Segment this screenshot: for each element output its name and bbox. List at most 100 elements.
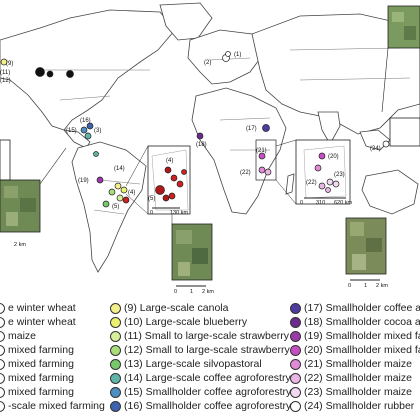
legend: e winter wheat e winter wheat maize mixe… — [0, 300, 420, 420]
scale-mid-2: 2 km — [202, 289, 214, 295]
legend-swatch — [110, 373, 121, 384]
site-label-19: (19) — [78, 178, 89, 184]
site-label-3: (3) — [94, 128, 101, 134]
legend-swatch — [0, 373, 5, 384]
site-label-12: (12) — [0, 78, 11, 84]
legend-item: (20) Smallholder mixed fa — [290, 344, 420, 357]
legend-item: (18) Smallholder cocoa agr — [290, 316, 420, 329]
legend-swatch — [0, 331, 5, 342]
legend-swatch — [290, 331, 301, 342]
site-label-17: (17) — [246, 126, 257, 132]
scale-bars: 0 130 km 0 310 620 km 0 1 2 km 0 1 2 km — [150, 197, 388, 295]
site-label-14: (14) — [114, 166, 125, 172]
site-label-24: (24) — [370, 146, 381, 152]
legend-item: mixed farming — [0, 358, 74, 371]
legend-item: (15) Smallholder coffee agroforestry — [110, 386, 291, 399]
legend-swatch — [290, 359, 301, 370]
scale-mid-1: 1 — [190, 289, 193, 295]
legend-swatch — [0, 401, 5, 412]
scale-af-0: 0 — [300, 200, 303, 206]
legend-swatch — [110, 387, 121, 398]
legend-label: (11) Small to large-scale strawberry — [124, 330, 289, 342]
legend-swatch — [290, 317, 301, 328]
legend-label: (9) Large-scale canola — [124, 302, 229, 314]
india — [317, 111, 341, 145]
legend-label: (23) Smallholder maize — [304, 386, 412, 398]
legend-item: (11) Small to large-scale strawberry — [110, 330, 289, 343]
legend-swatch — [0, 359, 5, 370]
legend-label: (24) Smallholder rubber — [304, 400, 415, 412]
legend-label: (18) Smallholder cocoa agr — [304, 316, 420, 328]
scale-af-310: 310 — [316, 200, 325, 206]
legend-item: e winter wheat — [0, 302, 76, 315]
legend-label: mixed farming — [8, 358, 74, 370]
country-borders — [40, 47, 411, 215]
legend-label: (15) Smallholder coffee agroforestry — [124, 386, 292, 398]
legend-swatch — [290, 345, 301, 356]
legend-label: (17) Smallholder coffee agro — [304, 302, 420, 314]
scale-af-620: 620 km — [334, 200, 352, 206]
site-label-5a: (5) — [112, 204, 119, 210]
inset-south-america — [125, 145, 191, 215]
site-label-15: (15) — [66, 128, 77, 134]
scale-af2-0: 0 — [348, 283, 351, 289]
legend-swatch — [0, 317, 5, 328]
legend-swatch — [290, 401, 301, 412]
legend-item: (21) Smallholder maize — [290, 358, 412, 371]
site-label-5b: (5) — [148, 196, 155, 202]
site-label-16: (16) — [80, 118, 91, 124]
legend-item: mixed farming — [0, 344, 74, 357]
legend-item: (23) Smallholder maize — [290, 386, 412, 399]
legend-label: (22) Smallholder maize — [304, 372, 412, 384]
legend-swatch — [290, 373, 301, 384]
inset-africa — [275, 139, 351, 205]
legend-label: e winter wheat — [8, 316, 76, 328]
legend-label: (21) Smallholder maize — [304, 358, 412, 370]
scale-af2-1: 1 — [364, 283, 367, 289]
legend-item: -scale mixed farming — [0, 400, 105, 413]
legend-label: mixed farming — [8, 372, 74, 384]
site-label-4b: (4) — [166, 158, 173, 164]
legend-swatch — [0, 345, 5, 356]
world-map: 2 km — [0, 2, 420, 295]
site-label-2: (2) — [204, 60, 211, 66]
legend-swatch — [290, 387, 301, 398]
legend-label: (16) Smallholder coffee agroforestry — [124, 400, 292, 412]
legend-swatch — [110, 317, 121, 328]
legend-label: e winter wheat — [8, 302, 76, 314]
legend-label: (20) Smallholder mixed fa — [304, 344, 420, 356]
legend-swatch — [290, 303, 301, 314]
legend-label: mixed farming — [8, 344, 74, 356]
madagascar — [285, 173, 295, 195]
site-label-22a: (22) — [240, 170, 251, 176]
legend-item: (24) Smallholder rubber — [290, 400, 414, 413]
legend-label: (12) Small to large-scale strawberry — [124, 344, 290, 356]
scale-sa-0: 0 — [150, 210, 153, 216]
south-america — [71, 141, 147, 273]
site-label-22b: (22) — [306, 180, 317, 186]
scale-mid-0: 0 — [174, 289, 177, 295]
site-label-1: (1) — [234, 52, 241, 58]
legend-item: mixed farming — [0, 372, 74, 385]
legend-label: maize — [8, 330, 37, 342]
legend-item: (17) Smallholder coffee agro — [290, 302, 420, 315]
legend-item: (16) Smallholder coffee agroforestry — [110, 400, 291, 413]
site-label-9: (9) — [6, 61, 13, 67]
legend-item: (19) Smallholder mixed fa — [290, 330, 420, 343]
legend-item: (10) Large-scale blueberry — [110, 316, 247, 329]
legend-item: maize — [0, 330, 36, 343]
legend-item: (13) Large-scale silvopastoral — [110, 358, 262, 371]
scale-left: 2 km — [14, 242, 26, 248]
land-masses — [0, 2, 420, 273]
site-label-23: (23) — [334, 172, 345, 178]
legend-swatch — [110, 359, 121, 370]
legend-swatch — [110, 331, 121, 342]
legend-label: -scale mixed farming — [8, 400, 105, 412]
inset-photo-africa — [345, 217, 387, 275]
legend-label: mixed farming — [8, 386, 74, 398]
legend-swatch — [110, 303, 121, 314]
legend-label: (13) Large-scale silvopastoral — [124, 358, 262, 370]
scale-sa-130: 130 km — [170, 210, 188, 216]
site-label-11: (11) — [0, 70, 10, 76]
legend-item: mixed farming — [0, 386, 74, 399]
